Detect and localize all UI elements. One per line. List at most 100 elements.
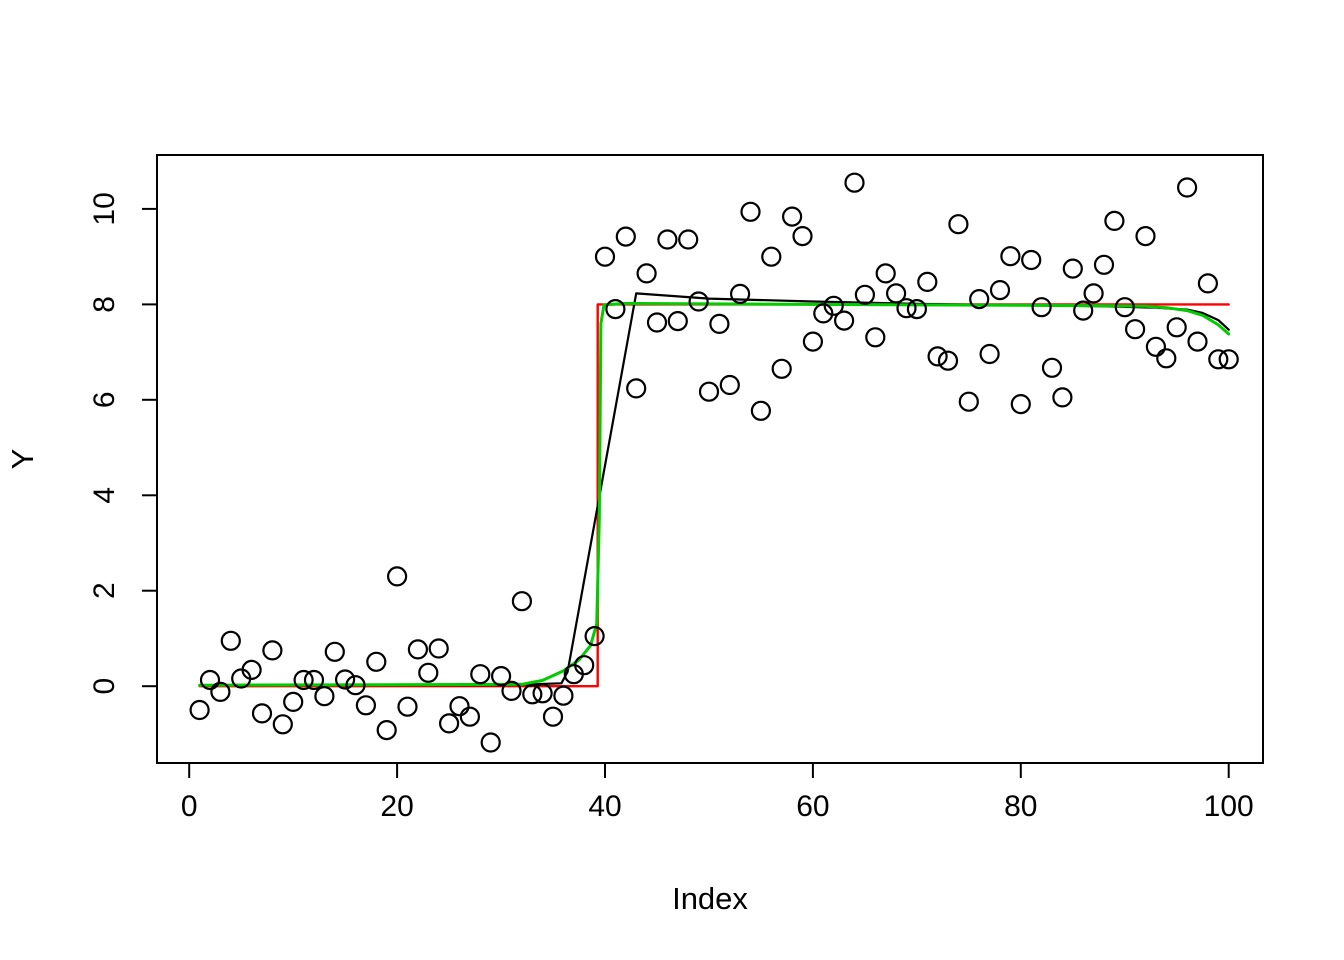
data-point [615, 226, 636, 247]
data-point [1031, 297, 1052, 318]
data-point [314, 686, 335, 707]
data-point [709, 313, 730, 334]
data-point [501, 680, 522, 702]
data-point [522, 684, 543, 705]
x-tick-label: 60 [796, 790, 829, 823]
data-point [667, 311, 688, 332]
data-point [833, 310, 855, 331]
data-point [750, 400, 772, 421]
data-point [574, 655, 595, 676]
data-point [1124, 319, 1146, 340]
y-tick-label: 6 [88, 391, 121, 408]
data-point [491, 665, 512, 687]
data-point [1000, 246, 1021, 267]
data-point [1156, 348, 1177, 369]
data-point [1021, 249, 1042, 271]
data-point [428, 638, 449, 659]
data-point [407, 639, 428, 660]
data-point [459, 706, 480, 727]
x-tick-label: 20 [380, 790, 413, 823]
data-point [262, 640, 283, 661]
data-point [844, 172, 865, 193]
data-point [293, 669, 314, 691]
data-point [220, 630, 241, 651]
data-point [813, 303, 834, 324]
data-point [605, 299, 626, 320]
data-point [792, 226, 813, 247]
data-point [335, 669, 356, 690]
data-point [678, 229, 699, 250]
data-point [324, 641, 345, 662]
data-point [657, 229, 678, 250]
y-tick-label: 0 [88, 678, 121, 695]
data-point [646, 312, 668, 333]
data-point [1010, 394, 1031, 415]
data-point [1218, 349, 1239, 370]
data-point [1093, 254, 1115, 275]
data-point [1041, 357, 1063, 378]
data-point [511, 591, 533, 612]
data-point [241, 659, 262, 681]
data-point [740, 201, 761, 222]
data-point [875, 263, 896, 284]
data-point [626, 378, 647, 399]
data-point [948, 214, 969, 235]
data-point [1135, 226, 1156, 247]
data-point [917, 271, 938, 292]
data-point [1145, 336, 1167, 357]
plot-box [156, 154, 1264, 764]
data-point [199, 669, 221, 691]
y-tick-label: 2 [88, 582, 121, 599]
data-point [542, 706, 564, 727]
data-point [771, 358, 792, 379]
data-point [251, 703, 273, 724]
data-point [1104, 210, 1125, 231]
x-axis-title: Index [672, 881, 748, 916]
data-point [1083, 283, 1104, 304]
data-point [688, 291, 709, 312]
data-point [553, 685, 574, 706]
data-point [345, 675, 366, 696]
x-tick-label: 100 [1204, 790, 1254, 823]
y-tick-label: 10 [88, 192, 121, 225]
data-point [896, 298, 917, 319]
data-point [210, 681, 231, 703]
data-point [802, 331, 824, 352]
data-point [470, 664, 491, 685]
y-tick-label: 8 [88, 296, 121, 313]
data-point [1114, 297, 1135, 318]
data-point [1208, 349, 1229, 370]
data-point [376, 719, 397, 741]
y-axis-title: Y [5, 449, 40, 470]
y-tick-label: 4 [88, 487, 121, 504]
data-point [397, 696, 418, 717]
data-point [979, 343, 1000, 365]
data-point [1187, 331, 1208, 352]
data-point [366, 651, 387, 672]
data-point [584, 625, 605, 647]
x-tick-label: 80 [1004, 790, 1037, 823]
data-point [449, 696, 470, 717]
data-point [719, 374, 740, 396]
data-point [989, 280, 1011, 301]
data-point [781, 206, 803, 227]
data-point [303, 669, 325, 691]
data-point [906, 299, 928, 320]
data-point [927, 346, 948, 367]
data-point [937, 350, 959, 371]
data-point [865, 327, 886, 348]
data-point [958, 391, 979, 412]
data-point [854, 284, 876, 305]
data-point [969, 289, 990, 310]
data-point [272, 714, 293, 735]
data-point [532, 683, 553, 704]
data-point [594, 246, 616, 267]
data-point [355, 695, 376, 716]
data-point [698, 381, 720, 402]
data-point [189, 699, 210, 721]
data-point [1176, 177, 1198, 198]
data-point [636, 263, 657, 284]
